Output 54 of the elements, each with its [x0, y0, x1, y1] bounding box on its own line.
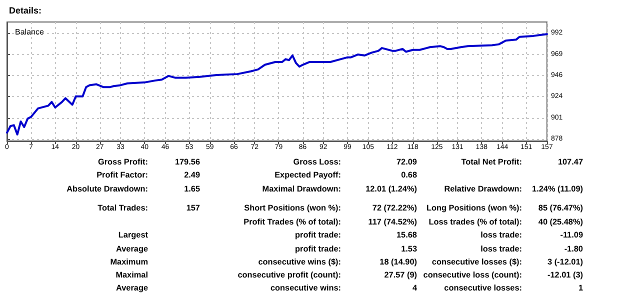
text: consecutive profit (count): — [238, 270, 341, 280]
text: 40 (25.48%) — [538, 218, 583, 226]
text: Long Positions (won %): — [426, 204, 522, 212]
text: consecutive wins ($): — [258, 258, 341, 266]
text: 107.47 — [558, 158, 583, 166]
text: consecutive losses ($): — [432, 258, 522, 266]
text: 1.53 — [401, 244, 417, 254]
text: -1.80 — [564, 244, 583, 254]
text: Maximal — [116, 270, 148, 280]
text: Balance — [15, 28, 44, 36]
text: 1.65 — [184, 184, 200, 194]
text: 12.01 (1.24%) — [366, 184, 417, 194]
text: 3 (-12.01) — [548, 258, 583, 266]
text: 179.56 — [174, 158, 200, 166]
text: consecutive wins: — [270, 284, 341, 292]
text: 117 (74.52%) — [368, 218, 417, 226]
text: loss trade: — [480, 230, 522, 240]
text: Profit Trades (% of total): — [244, 218, 341, 226]
text: Expected Payoff: — [274, 170, 341, 180]
text: 15.68 — [396, 230, 417, 240]
text: Total Trades: — [98, 204, 148, 212]
line-series — [6, 33, 548, 136]
text: Gross Loss: — [293, 158, 341, 166]
text: 1.24% (11.09) — [532, 184, 583, 194]
text: profit trade: — [295, 244, 341, 254]
text: 1 — [578, 284, 583, 292]
text: consecutive loss (count): — [423, 270, 522, 280]
text: 27.57 (9) — [384, 270, 417, 280]
text: 2.49 — [184, 170, 200, 180]
text: Largest — [118, 230, 148, 240]
text: Maximal Drawdown: — [262, 184, 341, 194]
text: Profit Factor: — [96, 170, 148, 180]
text: -12.01 (3) — [548, 270, 583, 280]
text: consecutive losses: — [444, 284, 522, 292]
text: Average — [116, 244, 148, 254]
text: 4 — [412, 284, 417, 292]
text: 85 (76.47%) — [538, 204, 583, 212]
text: Maximum — [110, 258, 148, 266]
text: 72 (72.22%) — [372, 204, 417, 212]
text: 157 — [186, 204, 200, 212]
text: loss trade: — [480, 244, 522, 254]
text: 72.09 — [396, 158, 417, 166]
text: Average — [116, 284, 148, 292]
text: Loss trades (% of total): — [428, 218, 522, 226]
chart-title: Details: — [9, 6, 42, 16]
text: Gross Profit: — [98, 158, 148, 166]
text: Total Net Profit: — [461, 158, 522, 166]
text: 18 (14.90) — [380, 258, 417, 266]
text: Short Positions (won %): — [244, 204, 341, 212]
text: 0.68 — [401, 170, 417, 180]
text: -11.09 — [560, 230, 583, 240]
text: Absolute Drawdown: — [66, 184, 148, 194]
text: Relative Drawdown: — [444, 184, 522, 194]
text: profit trade: — [295, 230, 341, 240]
